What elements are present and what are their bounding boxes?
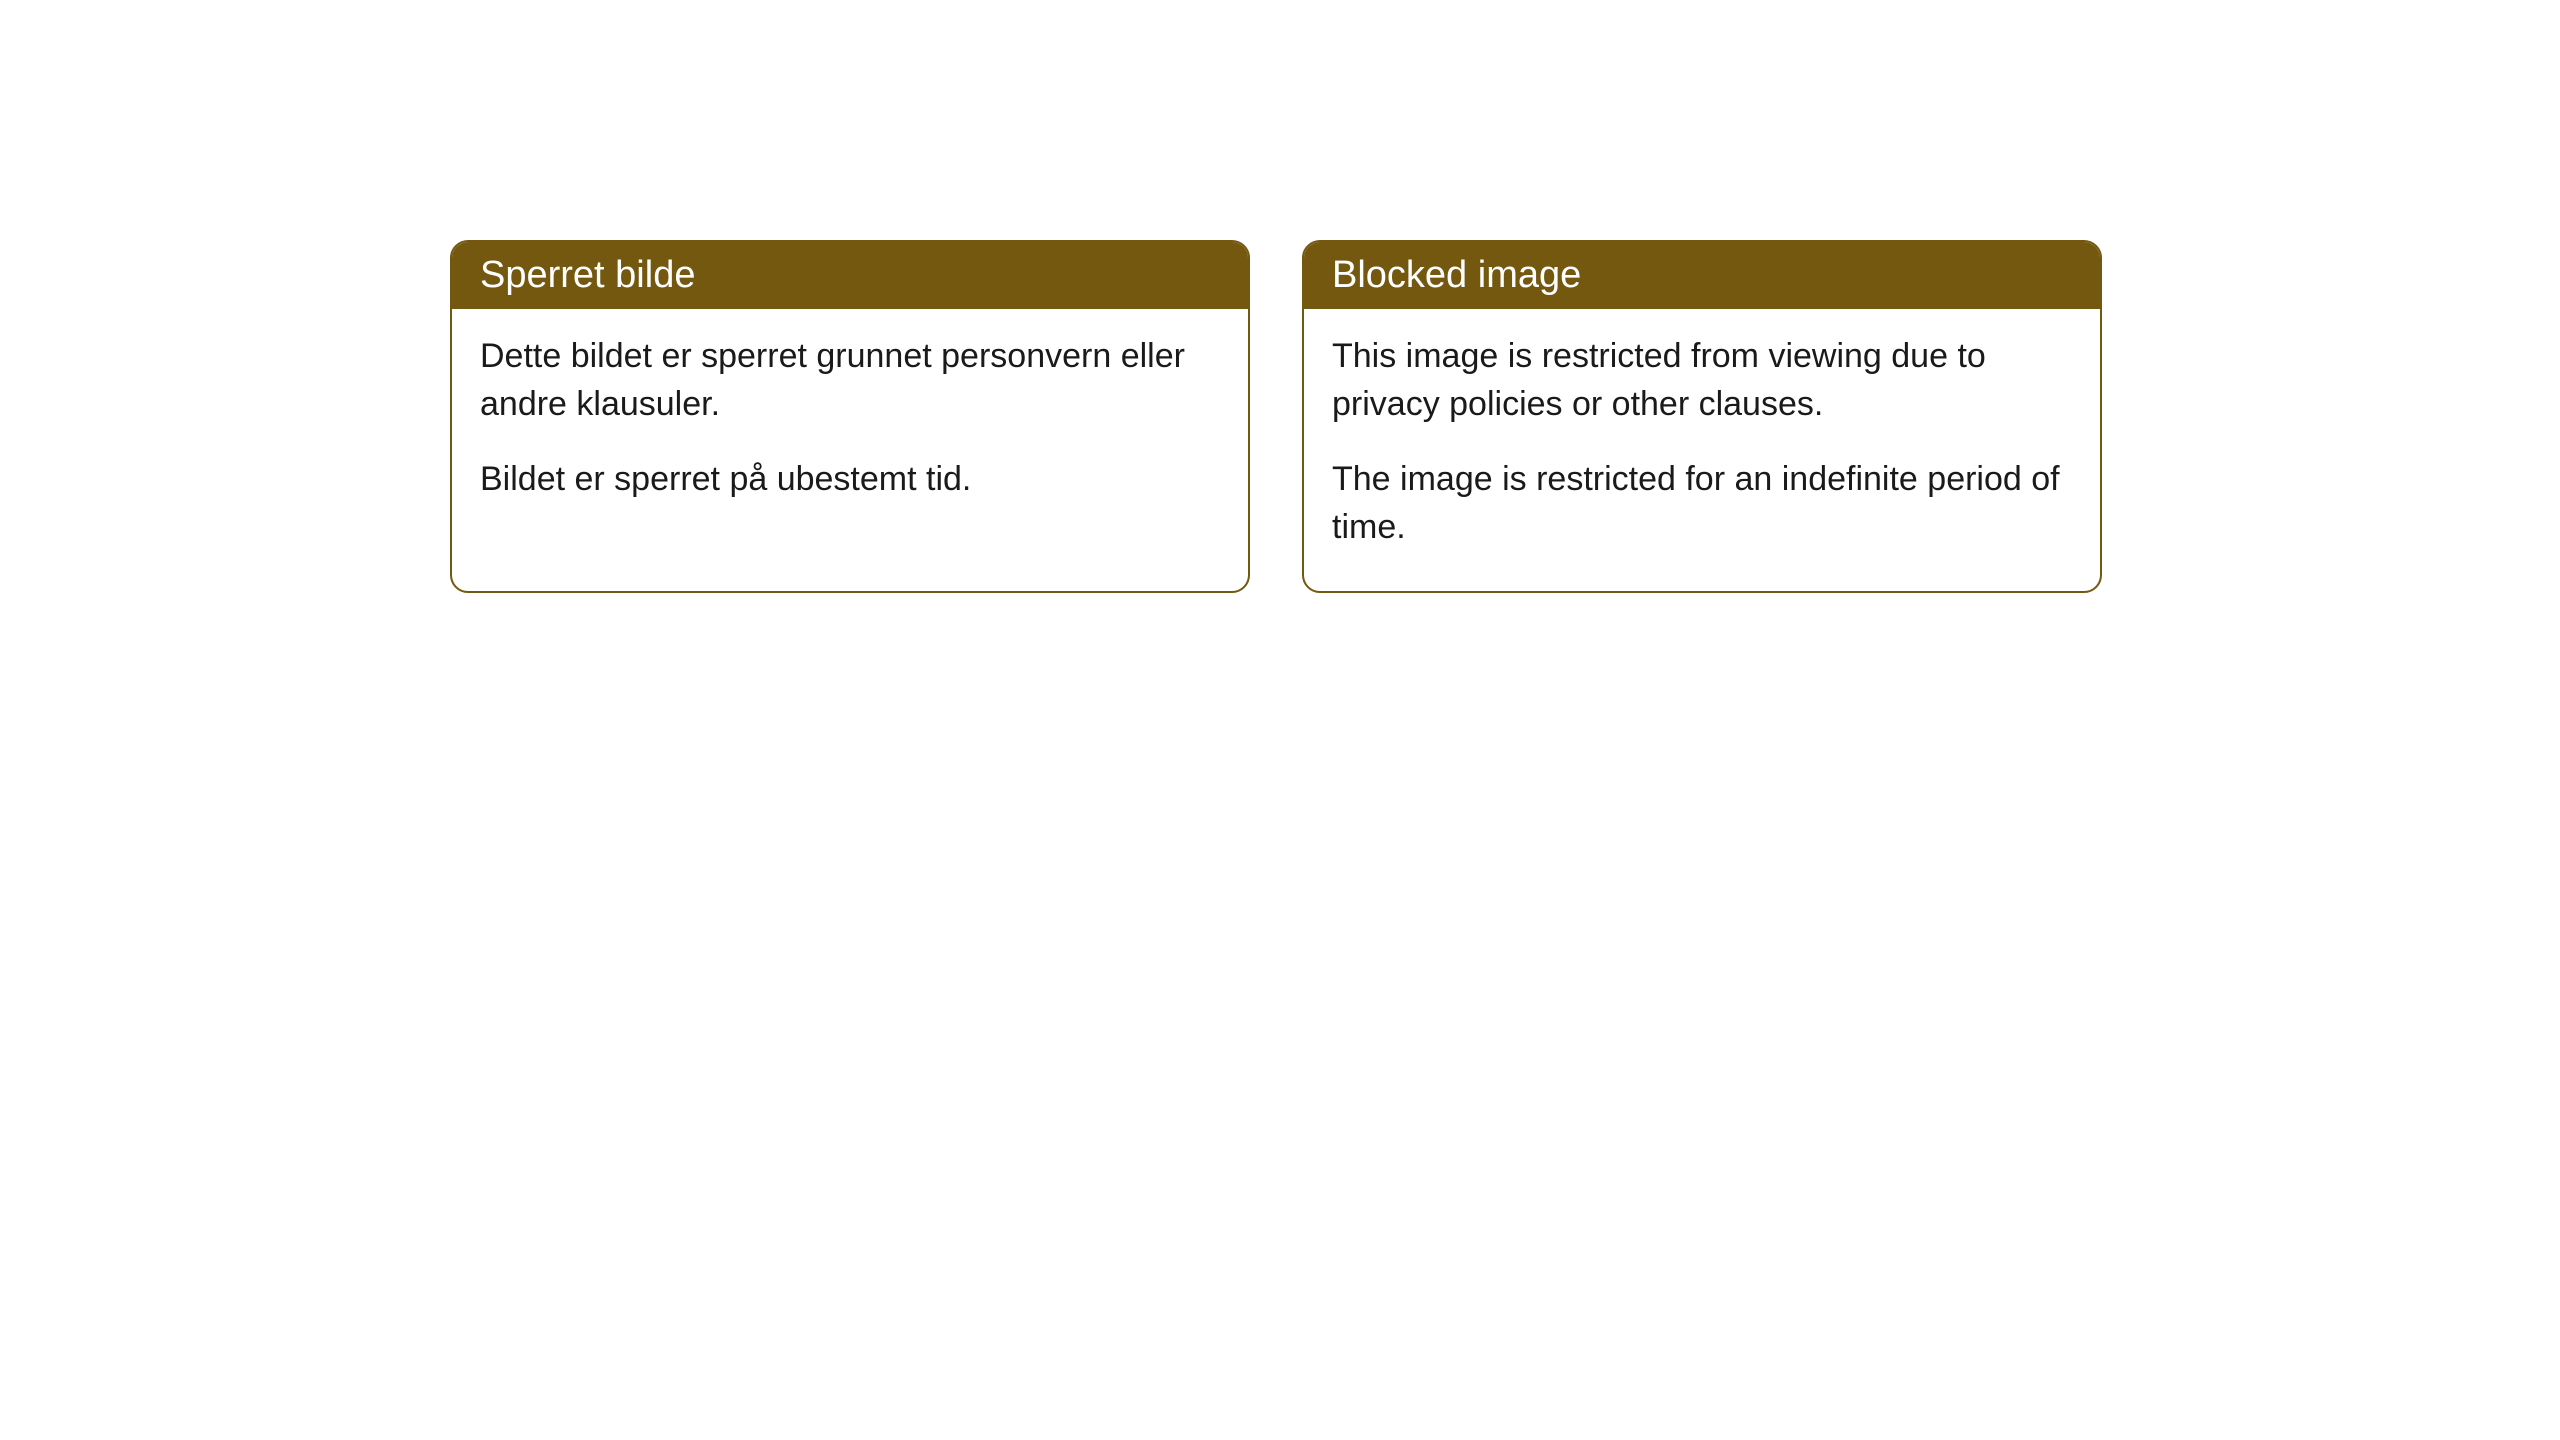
card-paragraph: This image is restricted from viewing du…	[1332, 333, 2072, 428]
card-body-norwegian: Dette bildet er sperret grunnet personve…	[452, 309, 1248, 544]
cards-container: Sperret bilde Dette bildet er sperret gr…	[450, 240, 2102, 593]
card-english: Blocked image This image is restricted f…	[1302, 240, 2102, 593]
card-paragraph: Dette bildet er sperret grunnet personve…	[480, 333, 1220, 428]
card-paragraph: Bildet er sperret på ubestemt tid.	[480, 456, 1220, 504]
card-title: Blocked image	[1332, 254, 1581, 296]
card-body-english: This image is restricted from viewing du…	[1304, 309, 2100, 591]
card-header-norwegian: Sperret bilde	[452, 242, 1248, 309]
card-paragraph: The image is restricted for an indefinit…	[1332, 456, 2072, 551]
card-header-english: Blocked image	[1304, 242, 2100, 309]
card-title: Sperret bilde	[480, 254, 695, 296]
card-norwegian: Sperret bilde Dette bildet er sperret gr…	[450, 240, 1250, 593]
